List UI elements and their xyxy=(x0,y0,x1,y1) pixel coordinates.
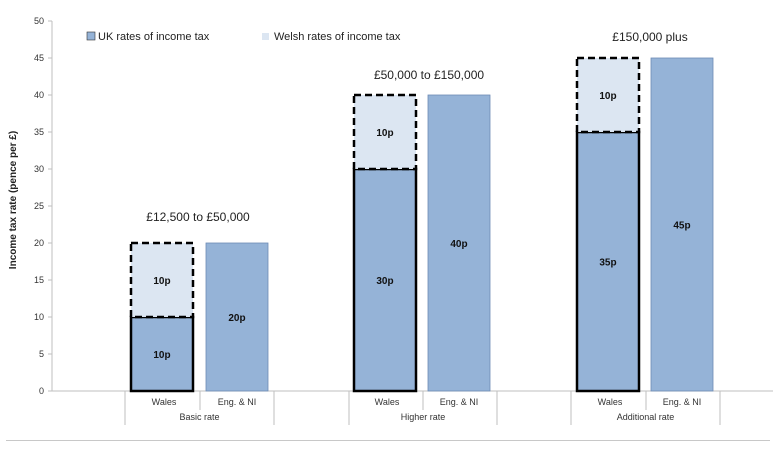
income-band-label: £12,500 to £50,000 xyxy=(146,210,250,224)
bar-value-label: 30p xyxy=(376,276,393,287)
y-tick-label: 40 xyxy=(34,90,44,100)
legend: UK rates of income tax Welsh rates of in… xyxy=(86,31,401,43)
bar-value-label: 45p xyxy=(673,221,690,232)
bar-value-label: 10p xyxy=(599,91,616,102)
bar-value-label: 10p xyxy=(153,276,170,287)
x-category-label: Wales xyxy=(375,397,400,407)
x-category-label: Eng. & NI xyxy=(663,397,702,407)
y-tick-label: 45 xyxy=(34,53,44,63)
y-tick-label: 0 xyxy=(39,386,44,396)
bar-value-label: 10p xyxy=(376,128,393,139)
income-band-label: £50,000 to £150,000 xyxy=(374,68,484,82)
labels: 10p 10p Wales 20p Eng. & NI Basic rate £12,500… xyxy=(146,30,701,422)
bar-uk-eng-ni xyxy=(205,242,269,392)
legend-swatch-uk xyxy=(86,31,96,41)
bar-uk-eng-ni xyxy=(427,94,491,392)
bar-welsh xyxy=(575,56,641,134)
legend-swatch-welsh xyxy=(262,33,269,40)
income-band-label: £150,000 plus xyxy=(612,30,687,44)
bar-value-label: 40p xyxy=(450,239,467,250)
legend-label-welsh: Welsh rates of income tax xyxy=(274,31,401,43)
y-axis-label: Income tax rate (pence per £) xyxy=(8,131,19,269)
bars xyxy=(129,56,714,393)
y-tick-label: 20 xyxy=(34,238,44,248)
bar-uk-wales xyxy=(352,167,418,393)
y-tick-label: 10 xyxy=(34,312,44,322)
bar-value-label: 10p xyxy=(153,350,170,361)
footer-divider xyxy=(6,440,770,441)
y-tick-label: 50 xyxy=(34,16,44,26)
bar-welsh xyxy=(129,241,195,319)
x-category-label: Wales xyxy=(598,397,623,407)
bar-uk-eng-ni xyxy=(650,57,714,392)
bar-uk-wales xyxy=(575,130,641,393)
y-tick-label: 25 xyxy=(34,201,44,211)
x-category-label: Eng. & NI xyxy=(218,397,257,407)
bar-value-label: 35p xyxy=(599,258,616,269)
y-tick-label: 35 xyxy=(34,127,44,137)
y-tick-label: 5 xyxy=(39,349,44,359)
y-tick-label: 15 xyxy=(34,275,44,285)
legend-label-uk: UK rates of income tax xyxy=(98,31,210,43)
bar-welsh xyxy=(352,93,418,171)
x-group-label: Higher rate xyxy=(401,412,446,422)
bar-value-label: 20p xyxy=(228,313,245,324)
x-group-label: Basic rate xyxy=(179,412,219,422)
x-category-label: Wales xyxy=(152,397,177,407)
x-category-label: Eng. & NI xyxy=(440,397,479,407)
y-tick-label: 30 xyxy=(34,164,44,174)
x-group-label: Additional rate xyxy=(617,412,675,422)
